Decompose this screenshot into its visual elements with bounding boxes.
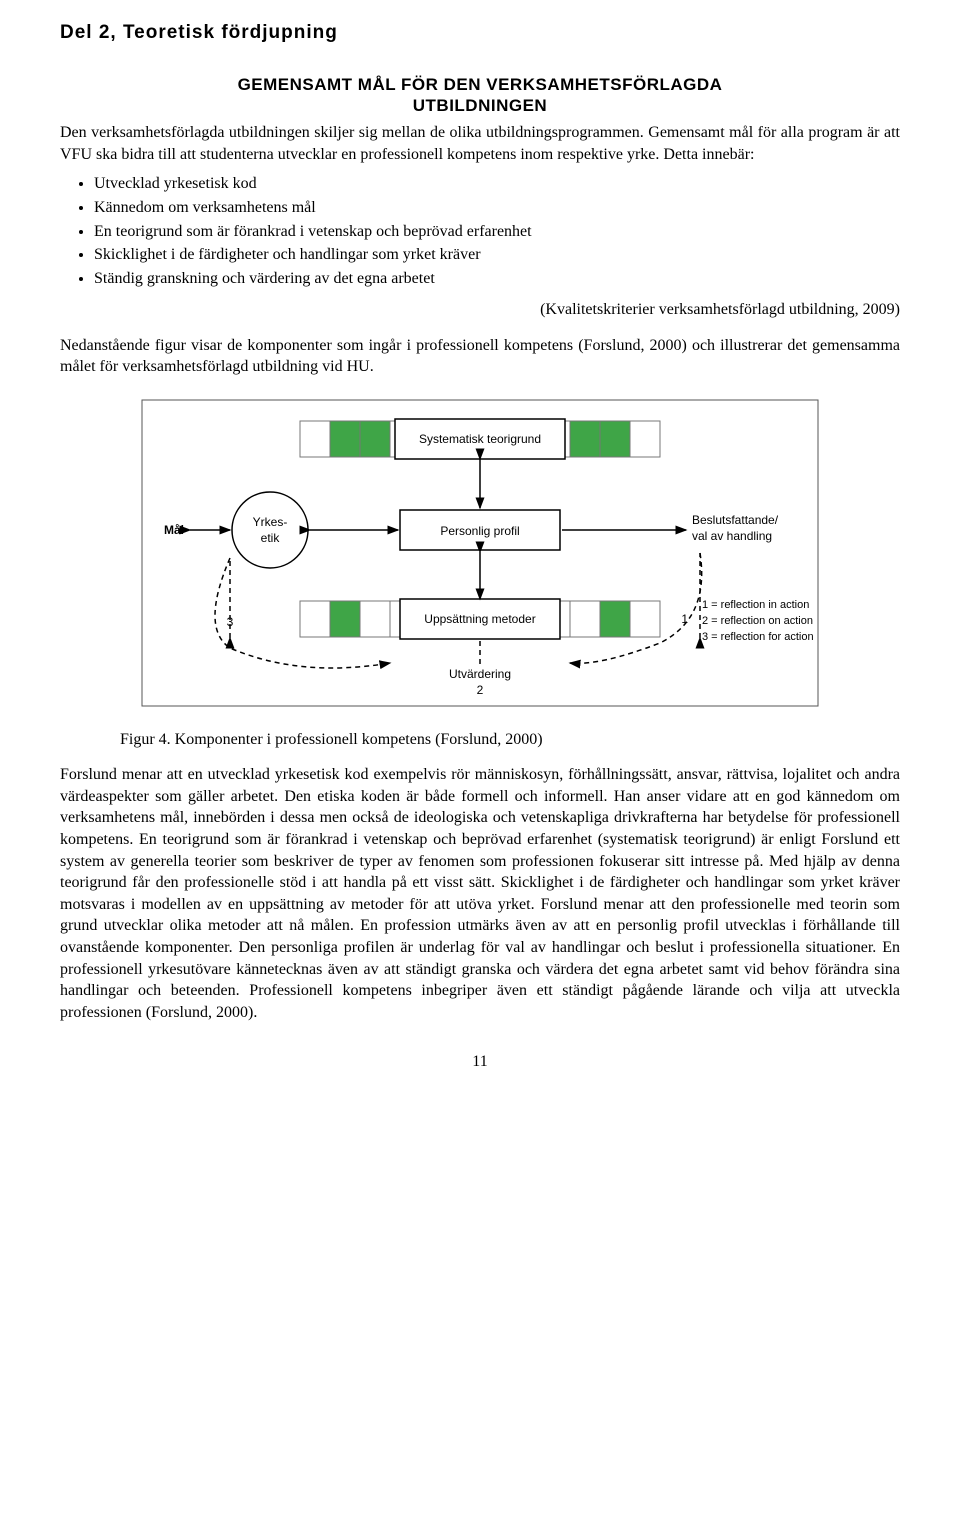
bullet-list: Utvecklad yrkesetisk kod Kännedom om ver…: [94, 173, 900, 289]
citation: (Kvalitetskriterier verksamhetsförlagd u…: [60, 299, 900, 321]
section-heading-line-2: UTBILDNINGEN: [413, 96, 547, 115]
paragraph-3: Forslund menar att en utvecklad yrkeseti…: [60, 764, 900, 1023]
paragraph-1: Den verksamhetsförlagda utbildningen ski…: [60, 122, 900, 165]
section-heading: GEMENSAMT MÅL FÖR DEN VERKSAMHETSFÖRLAGD…: [60, 74, 900, 117]
svg-text:3: 3: [227, 615, 234, 629]
svg-text:Uppsättning metoder: Uppsättning metoder: [424, 612, 535, 626]
page-number: 11: [60, 1051, 900, 1073]
page-title: Del 2, Teoretisk fördjupning: [60, 20, 900, 46]
svg-text:Mål: Mål: [164, 523, 184, 537]
figure-diagram: Systematisk teorigrund Personlig profil Up…: [140, 398, 820, 715]
svg-text:Utvärdering: Utvärdering: [449, 667, 511, 681]
svg-text:1 = reflection in action: 1 = reflection in action: [702, 599, 809, 611]
figure-caption: Figur 4. Komponenter i professionell kom…: [120, 729, 900, 751]
list-item: En teorigrund som är förankrad i vetensk…: [94, 221, 900, 243]
svg-text:Personlig profil: Personlig profil: [440, 524, 519, 538]
list-item: Ständig granskning och värdering av det …: [94, 268, 900, 290]
list-item: Skicklighet i de färdigheter och handlin…: [94, 244, 900, 266]
svg-text:Systematisk teorigrund: Systematisk teorigrund: [419, 432, 541, 446]
svg-text:2: 2: [477, 683, 484, 697]
svg-text:etik: etik: [261, 531, 281, 545]
svg-text:2 = reflection on action: 2 = reflection on action: [702, 615, 813, 627]
section-heading-line-1: GEMENSAMT MÅL FÖR DEN VERKSAMHETSFÖRLAGD…: [238, 75, 723, 94]
svg-text:Yrkes-: Yrkes-: [253, 515, 288, 529]
svg-text:Beslutsfattande/: Beslutsfattande/: [692, 513, 779, 527]
list-item: Utvecklad yrkesetisk kod: [94, 173, 900, 195]
svg-text:1: 1: [681, 612, 688, 626]
paragraph-2: Nedanstående figur visar de komponenter …: [60, 335, 900, 378]
list-item: Kännedom om verksamhetens mål: [94, 197, 900, 219]
svg-text:3 = reflection for action: 3 = reflection for action: [702, 631, 814, 643]
svg-text:val av handling: val av handling: [692, 529, 772, 543]
